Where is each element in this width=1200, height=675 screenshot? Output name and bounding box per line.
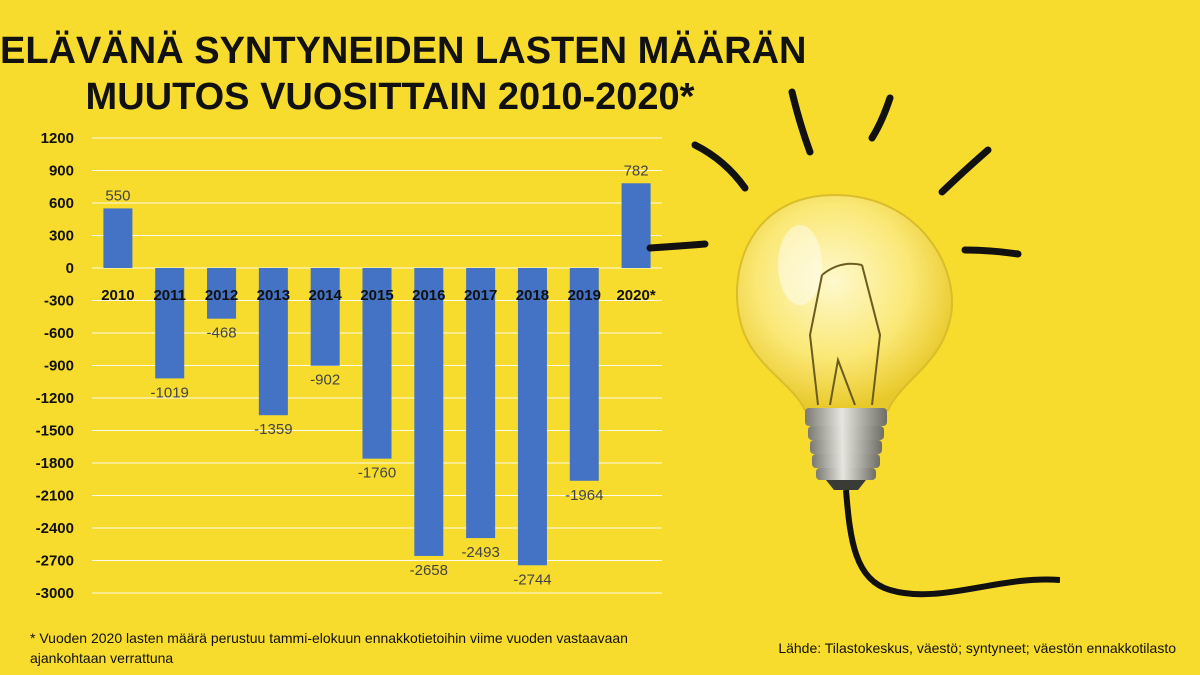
x-tick-label: 2019 [568, 287, 601, 304]
data-label: -2658 [410, 562, 448, 579]
data-label: -2493 [461, 544, 499, 561]
chart-title-line-2: MUUTOS VUOSITTAIN 2010-2020* [85, 76, 695, 118]
y-tick-label: 900 [49, 163, 74, 180]
bar [258, 268, 288, 416]
source-note: Lähde: Tilastokeskus, väestö; syntyneet;… [778, 640, 1176, 656]
x-tick-label: 2014 [308, 287, 342, 304]
y-tick-label: -1500 [36, 423, 74, 440]
data-label: -2744 [513, 571, 551, 588]
y-tick-label: -1200 [36, 390, 74, 407]
x-tick-label: 2012 [205, 287, 238, 304]
y-tick-label: -2400 [36, 520, 74, 537]
bar [466, 268, 496, 539]
x-tick-label: 2013 [257, 287, 290, 304]
y-tick-label: 600 [49, 195, 74, 212]
data-label: 550 [105, 187, 130, 204]
y-tick-label: -600 [44, 325, 74, 342]
bar [414, 268, 444, 556]
chart-title-line-1: ELÄVÄNÄ SYNTYNEIDEN LASTEN MÄÄRÄN [0, 30, 807, 72]
y-tick-label: -2100 [36, 488, 74, 505]
bar [621, 183, 651, 268]
bar [569, 268, 599, 481]
x-tick-label: 2010 [101, 287, 134, 304]
bar-chart: 1200 900 600 300 0 -300 -600 -900 -1200 -1500 -180… [36, 130, 662, 602]
bar [517, 268, 547, 566]
data-label: -1019 [151, 384, 189, 401]
x-tick-label: 2011 [153, 287, 186, 304]
bar [207, 268, 237, 319]
data-label: -902 [310, 372, 340, 389]
data-label: -468 [207, 325, 237, 342]
y-tick-label: -900 [44, 358, 74, 375]
bar [155, 268, 185, 379]
data-label: -1964 [565, 487, 603, 504]
data-label: 782 [624, 162, 649, 179]
chart-title: ELÄVÄNÄ SYNTYNEIDEN LASTEN MÄÄRÄN MUUTOS… [0, 28, 807, 120]
bar [362, 268, 392, 459]
data-label: -1760 [358, 465, 396, 482]
light-rays [646, 88, 1022, 258]
x-tick-label: 2020* [616, 287, 655, 304]
y-tick-label: -300 [44, 293, 74, 310]
footnote: * Vuoden 2020 lasten määrä perustuu tamm… [30, 630, 628, 666]
x-tick-label: 2015 [360, 287, 393, 304]
y-tick-label: 300 [49, 228, 74, 245]
bar [310, 268, 340, 366]
y-tick-label: 0 [66, 260, 74, 277]
data-label: -1359 [254, 421, 292, 438]
x-tick-label: 2017 [464, 287, 497, 304]
y-tick-label: 1200 [41, 130, 74, 147]
x-tick-label: 2016 [412, 287, 445, 304]
y-tick-label: -1800 [36, 455, 74, 472]
y-tick-label: -2700 [36, 553, 74, 570]
y-tick-label: -3000 [36, 585, 74, 602]
light-bulb-icon [646, 88, 1060, 598]
x-tick-label: 2018 [516, 287, 549, 304]
bar [103, 208, 133, 268]
